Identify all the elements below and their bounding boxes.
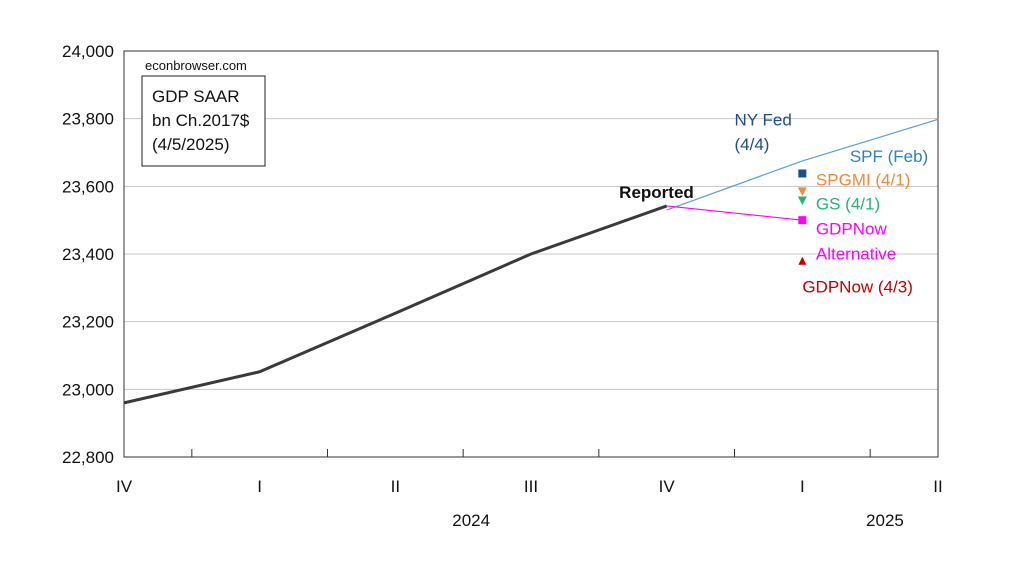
annotation-label: SPGMI (4/1): [816, 170, 910, 189]
annotation-label: NY Fed: [735, 110, 792, 129]
y-tick-label: 23,400: [62, 245, 114, 264]
x-tick-label: II: [391, 477, 400, 496]
info-box-frame: [141, 75, 266, 167]
y-tick-label: 23,800: [62, 110, 114, 129]
x-tick-label: II: [933, 477, 942, 496]
x-tick-label: I: [800, 477, 805, 496]
plot-frame: [123, 50, 939, 458]
annotations-layer: Reported NY Fed (4/4) SPF (Feb) SPGMI (4/1) G…: [619, 110, 928, 296]
point-marker: [798, 216, 807, 225]
annotation-label: SPF (Feb): [850, 147, 928, 166]
point-marker: [797, 196, 807, 206]
x-tick-label: IV: [659, 477, 676, 496]
info-box-line: bn Ch.2017$: [152, 111, 250, 130]
y-tick-label: 23,200: [62, 313, 114, 332]
x-tick-label: III: [524, 477, 538, 496]
markers-layer: [797, 169, 807, 265]
series-layer: [123, 118, 939, 405]
info-box: econbrowser.com GDP SAAR bn Ch.2017$ (4/5/2…: [141, 58, 266, 167]
x-year-label: 2024: [452, 511, 490, 530]
x-tick-label: I: [257, 477, 262, 496]
annotation-label: GS (4/1): [816, 195, 880, 214]
series-line: [123, 204, 668, 405]
x-tick-label: IV: [116, 477, 133, 496]
y-tick-label: 23,000: [62, 380, 114, 399]
annotation-label: Reported: [619, 183, 694, 202]
annotation-label: Alternative: [816, 244, 896, 263]
y-tick-label: 22,800: [62, 448, 114, 467]
y-tick-label: 24,000: [62, 42, 114, 61]
annotation-label: (4/4): [735, 135, 770, 154]
y-axis: 22,800 23,000 23,200 23,400 23,600 23,800 24,0…: [62, 42, 114, 467]
info-box-line: GDP SAAR: [152, 87, 240, 106]
source-note: econbrowser.com: [145, 58, 247, 73]
series-line: [666, 118, 939, 211]
info-box-line: (4/5/2025): [152, 135, 230, 154]
point-marker: [797, 187, 807, 196]
x-year-label: 2025: [866, 511, 904, 530]
annotation-label: GDPNow (4/3): [802, 278, 913, 297]
point-marker: [798, 256, 807, 265]
point-marker: [798, 169, 807, 178]
series-line: [666, 205, 803, 221]
y-tick-label: 23,600: [62, 177, 114, 196]
annotation-label: GDPNow: [816, 220, 888, 239]
